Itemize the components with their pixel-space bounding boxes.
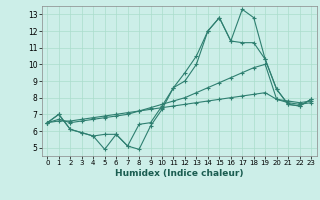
X-axis label: Humidex (Indice chaleur): Humidex (Indice chaleur) <box>115 169 244 178</box>
